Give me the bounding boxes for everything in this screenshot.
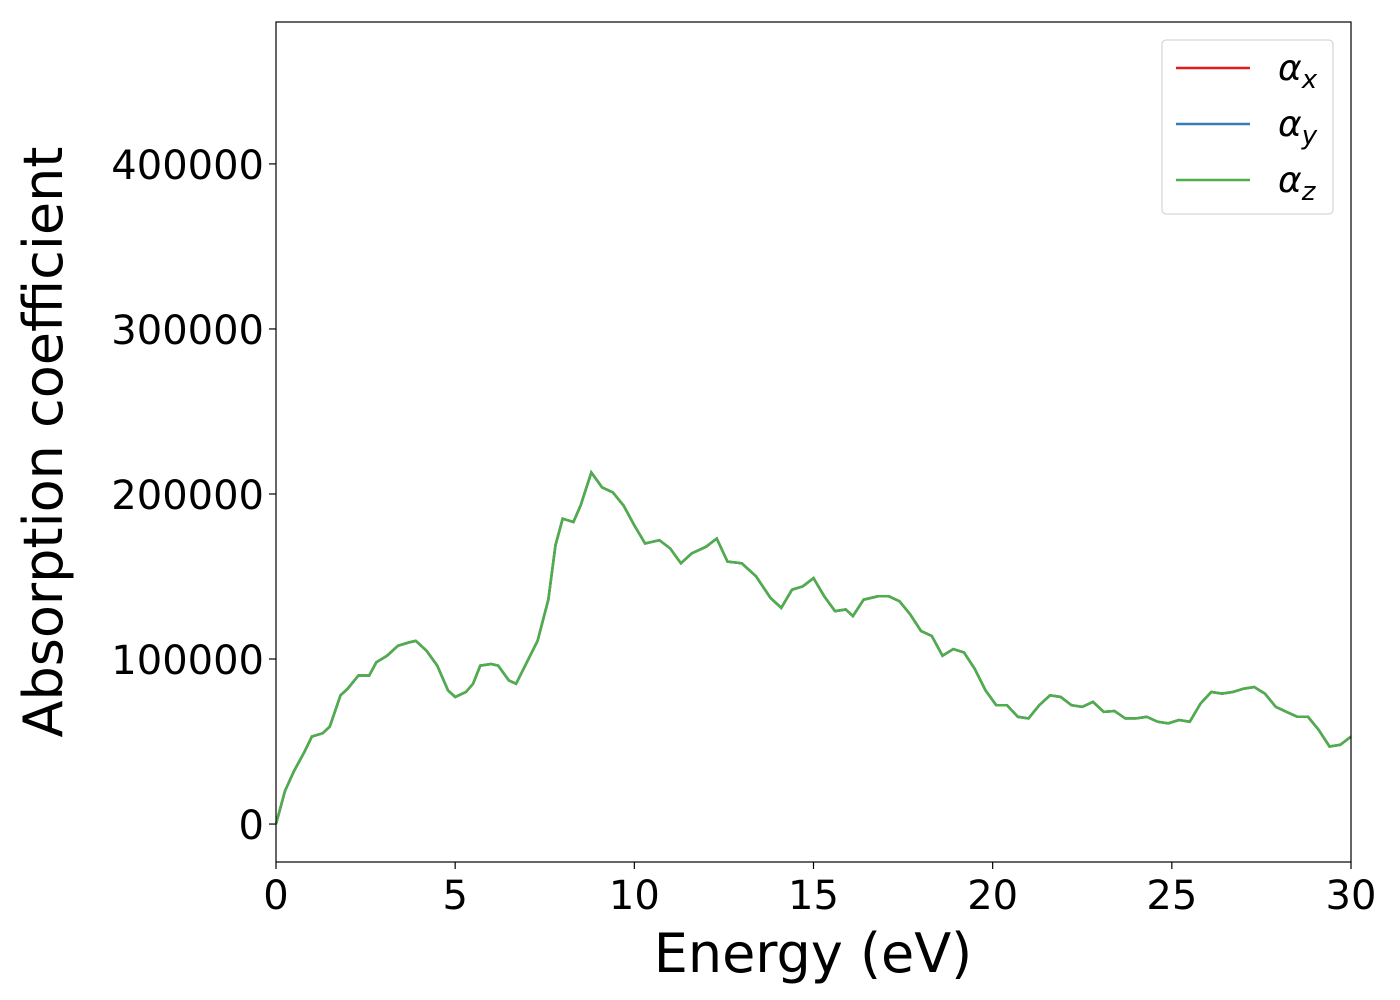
x-tick-label: 0 <box>263 873 288 919</box>
plot-frame <box>275 21 1352 863</box>
x-tick-label: 30 <box>1326 873 1377 919</box>
line-series <box>274 469 1352 825</box>
legend-label: αy <box>1278 104 1318 151</box>
y-tick-label: 200000 <box>111 473 264 519</box>
legend-label: αx <box>1278 48 1318 95</box>
y-tick-label: 300000 <box>111 308 264 354</box>
x-tick-label: 25 <box>1146 873 1197 919</box>
y-tick-label: 100000 <box>111 638 264 684</box>
legend-label: αz <box>1278 160 1317 207</box>
legend-box <box>1161 39 1334 215</box>
line-series <box>274 469 1352 825</box>
x-tick-label: 5 <box>442 873 467 919</box>
x-tick-label: 20 <box>967 873 1018 919</box>
x-tick-label: 10 <box>609 873 660 919</box>
y-tick-label: 400000 <box>111 143 264 189</box>
legend: αx αy αz <box>1161 39 1334 215</box>
y-axis-label: Absorption coefficient <box>12 147 75 738</box>
x-axis-label: Energy (eV) <box>654 922 973 985</box>
y-tick-label: 0 <box>239 803 264 849</box>
line-series <box>274 469 1352 825</box>
x-tick-label: 15 <box>788 873 839 919</box>
